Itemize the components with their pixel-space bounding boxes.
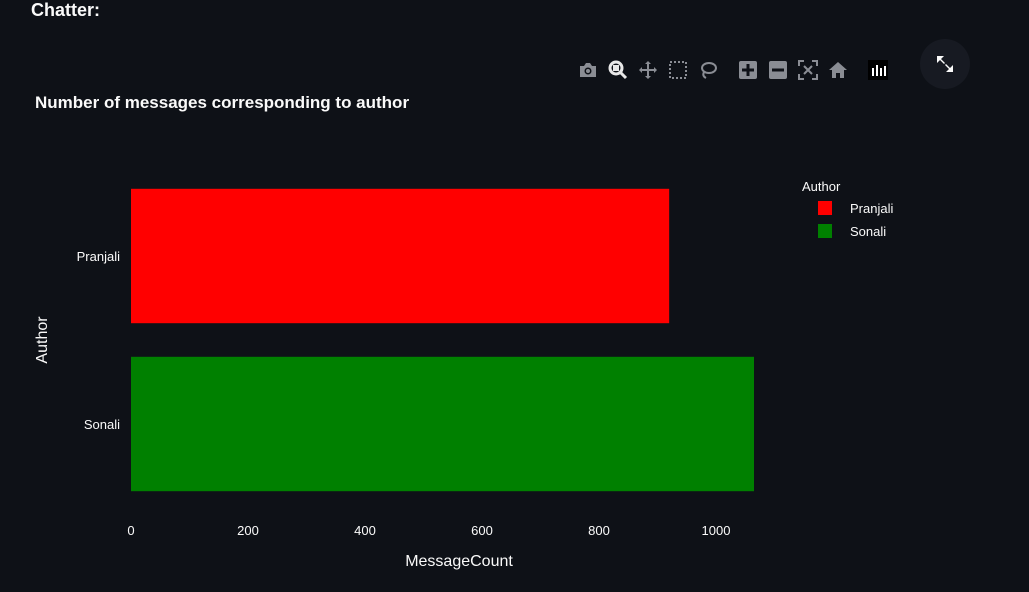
legend-swatch[interactable] xyxy=(818,201,832,215)
zoom-out-icon[interactable] xyxy=(766,58,790,82)
legend-item-label[interactable]: Sonali xyxy=(850,224,886,239)
legend-swatch[interactable] xyxy=(818,224,832,238)
reset-axes-icon[interactable] xyxy=(826,58,850,82)
bar-pranjali[interactable] xyxy=(131,188,670,324)
y-tick-label: Sonali xyxy=(84,417,120,432)
legend-title: Author xyxy=(802,179,841,194)
y-tick-label: Pranjali xyxy=(77,249,120,264)
x-tick-label: 0 xyxy=(127,523,134,538)
x-axis-title: MessageCount xyxy=(405,553,513,570)
pan-icon[interactable] xyxy=(636,58,660,82)
x-tick-label: 200 xyxy=(237,523,259,538)
fullscreen-button[interactable] xyxy=(920,39,970,89)
chart-title: Number of messages corresponding to auth… xyxy=(35,93,409,112)
camera-icon[interactable] xyxy=(576,58,600,82)
plotly-logo-icon[interactable] xyxy=(866,58,890,82)
y-axis-title: Author xyxy=(34,316,51,364)
section-header: Chatter: xyxy=(31,0,101,20)
chart-container: Number of messages corresponding to auth… xyxy=(0,30,1029,592)
zoom-in-icon[interactable] xyxy=(736,58,760,82)
lasso-icon[interactable] xyxy=(696,58,720,82)
chart-modebar xyxy=(576,58,896,82)
zoom-icon[interactable] xyxy=(606,58,630,82)
legend-item-label[interactable]: Pranjali xyxy=(850,201,893,216)
fullscreen-icon xyxy=(937,56,953,72)
box-select-icon[interactable] xyxy=(666,58,690,82)
autoscale-icon[interactable] xyxy=(796,58,820,82)
x-tick-label: 1000 xyxy=(702,523,731,538)
bar-chart: Number of messages corresponding to auth… xyxy=(34,93,893,570)
x-tick-label: 600 xyxy=(471,523,493,538)
bar-sonali[interactable] xyxy=(131,356,754,492)
x-tick-label: 800 xyxy=(588,523,610,538)
x-tick-label: 400 xyxy=(354,523,376,538)
